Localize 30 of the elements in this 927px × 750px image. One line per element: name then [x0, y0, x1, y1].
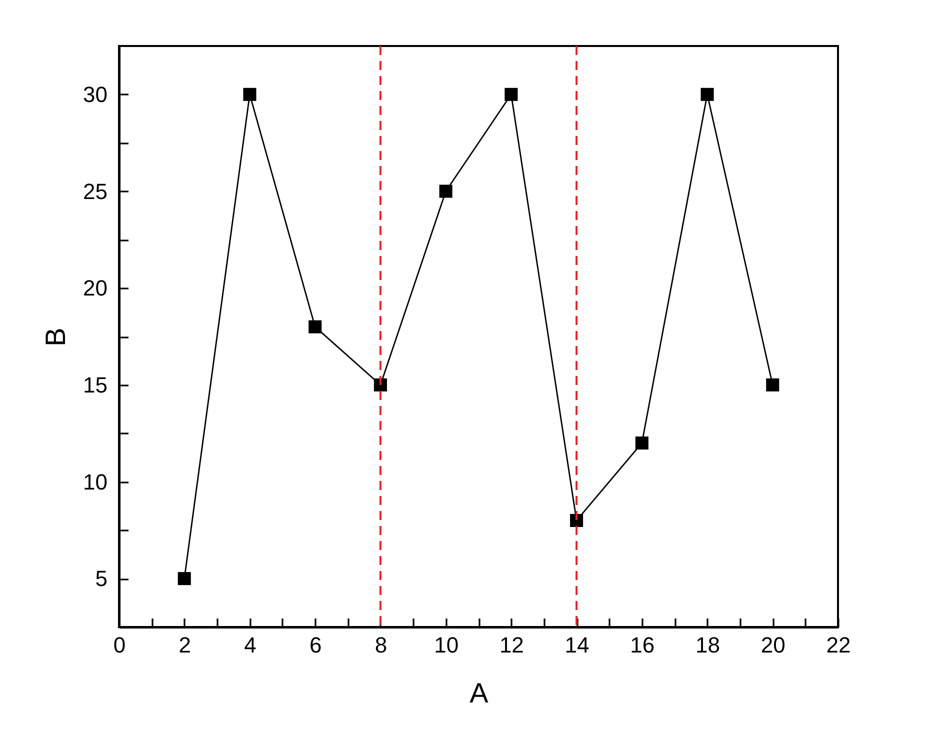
x-tick-label: 16	[630, 632, 655, 658]
x-tick-label: 14	[564, 632, 590, 658]
x-tick-label: 6	[309, 632, 322, 658]
y-tick-label: 5	[95, 566, 108, 592]
point	[308, 320, 322, 334]
point	[504, 88, 518, 101]
point	[243, 88, 256, 101]
x-tick-label: 0	[113, 632, 126, 658]
x-tick-label: 10	[434, 632, 459, 658]
point	[570, 514, 584, 527]
point	[766, 378, 780, 392]
x-tick-label: 22	[826, 632, 851, 658]
y-tick-label: 15	[83, 372, 108, 398]
point	[178, 572, 191, 586]
point	[700, 88, 714, 101]
y-tick-label: 30	[83, 82, 108, 107]
x-tick-label: 8	[374, 632, 388, 658]
y-tick-label: 10	[83, 469, 108, 494]
x-tick-label: 4	[244, 632, 256, 658]
y-tick-label: 25	[83, 178, 108, 204]
x-tick-label: 2	[178, 632, 191, 658]
y-axis-title: B	[40, 328, 72, 346]
y-tick-label: 20	[83, 276, 108, 301]
point	[374, 378, 387, 392]
point	[439, 184, 452, 198]
point	[635, 436, 648, 450]
x-tick-label: 18	[696, 632, 720, 658]
x-tick-label: 12	[499, 632, 524, 658]
x-tick-label: 20	[760, 632, 786, 658]
x-axis-title: A	[470, 678, 489, 708]
